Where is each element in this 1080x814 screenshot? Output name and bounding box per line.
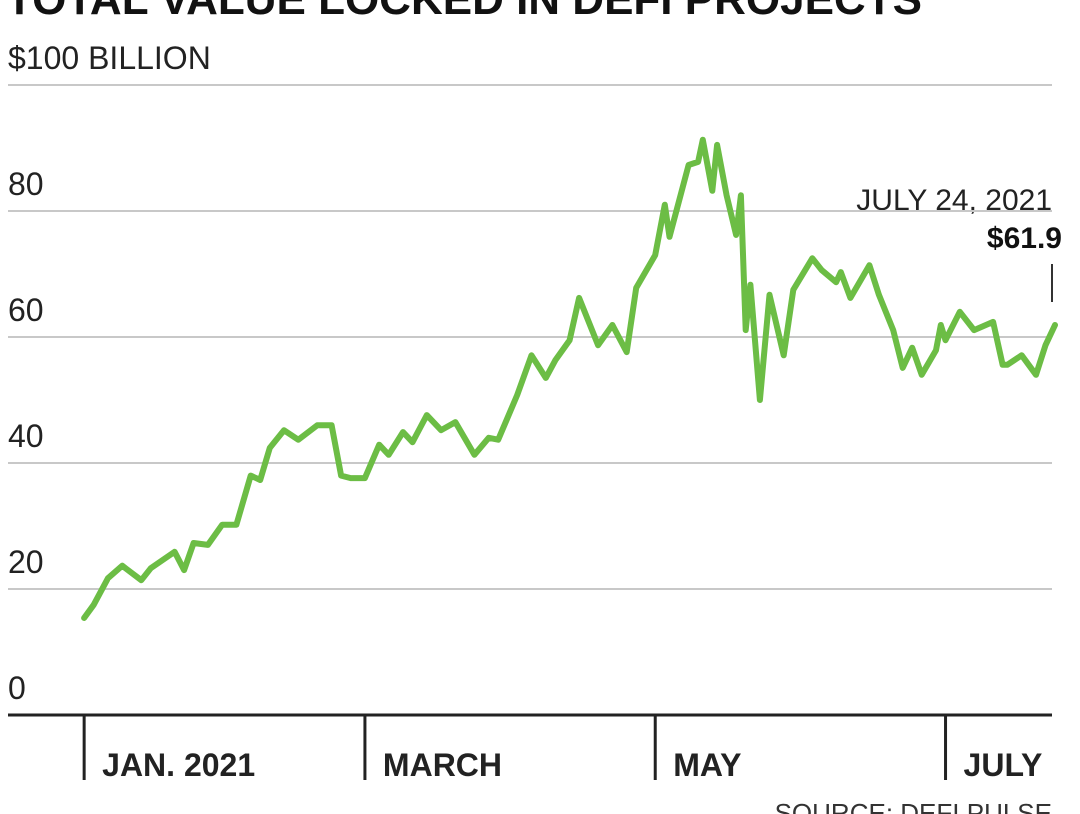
- y-tick-label: 40: [8, 418, 44, 454]
- x-tick-label: JAN. 2021: [102, 747, 255, 783]
- source: SOURCE: DEFI PULSE: [775, 798, 1052, 814]
- annotation-value: $61.9: [987, 222, 1062, 255]
- x-tick-label: JULY: [964, 747, 1043, 783]
- x-tick-label: MARCH: [383, 747, 502, 783]
- line: [81, 136, 1058, 621]
- y-tick-label: $100 BILLION: [8, 40, 211, 76]
- y-tick-label: 0: [8, 670, 26, 706]
- y-tick-label: 80: [8, 166, 44, 202]
- y-tick-label: 60: [8, 292, 44, 328]
- x-tick-label: MAY: [673, 747, 741, 783]
- y-tick-label: 20: [8, 544, 44, 580]
- chart-title: TOTAL VALUE LOCKED IN DEFI PROJECTS: [6, 0, 922, 24]
